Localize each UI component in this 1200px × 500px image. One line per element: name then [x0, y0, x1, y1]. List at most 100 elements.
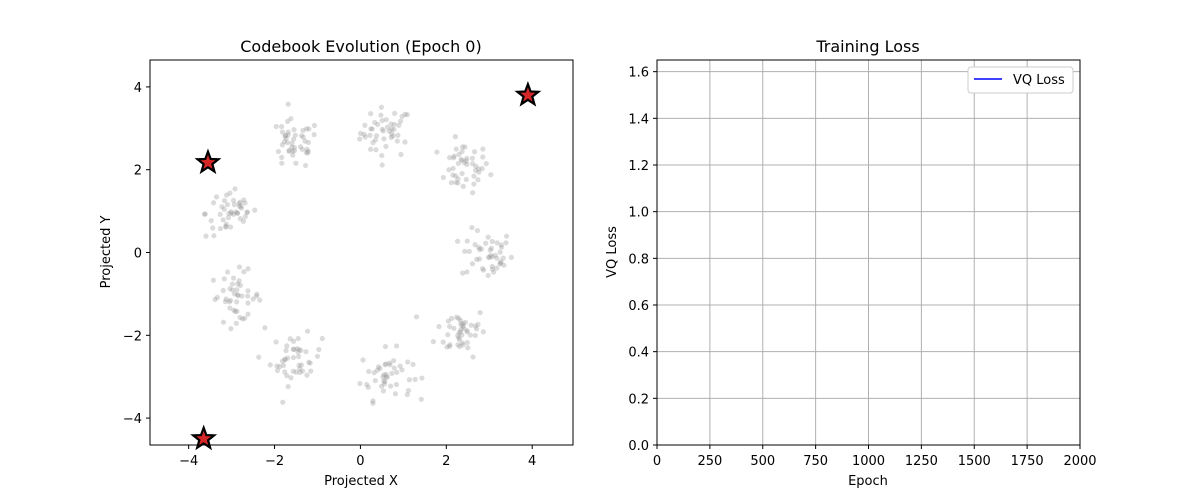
data-point: [291, 346, 297, 352]
data-point: [289, 144, 295, 150]
data-point: [298, 144, 304, 150]
data-point: [237, 199, 243, 205]
data-point: [227, 297, 234, 304]
data-point: [291, 144, 297, 151]
data-point: [286, 147, 292, 153]
data-point: [224, 192, 230, 198]
data-point: [476, 256, 483, 262]
data-point: [498, 242, 504, 248]
data-point: [391, 358, 397, 364]
data-point: [287, 336, 293, 342]
data-point: [399, 113, 405, 120]
data-point: [460, 342, 466, 348]
data-point: [471, 173, 477, 179]
data-point: [450, 155, 457, 161]
data-point: [217, 211, 223, 217]
data-point: [440, 339, 446, 345]
data-point: [489, 254, 496, 260]
x-tick-label: 750: [803, 454, 828, 469]
codebook-vectors: [190, 81, 542, 451]
data-point: [373, 147, 379, 153]
data-point: [464, 238, 470, 244]
codebook-star-marker: [514, 81, 542, 107]
data-point: [391, 110, 398, 116]
data-point: [405, 359, 411, 365]
data-point: [446, 343, 453, 349]
data-point: [497, 261, 503, 267]
data-point: [388, 121, 394, 127]
data-point: [357, 130, 364, 136]
data-point: [394, 343, 400, 349]
data-point: [453, 314, 460, 320]
data-point: [391, 126, 397, 133]
data-point: [479, 166, 485, 172]
data-point: [294, 346, 300, 352]
data-point: [290, 368, 296, 374]
data-point: [366, 368, 372, 375]
data-point: [455, 160, 462, 167]
data-point: [362, 122, 368, 128]
data-point: [453, 173, 459, 179]
data-point: [220, 319, 227, 325]
data-point: [464, 161, 470, 167]
data-point: [446, 155, 453, 161]
data-point: [240, 316, 246, 322]
data-point: [375, 364, 382, 370]
data-point: [477, 309, 483, 316]
data-point: [418, 396, 424, 402]
data-point: [448, 180, 454, 186]
data-point: [398, 151, 404, 158]
data-point: [201, 211, 208, 217]
data-point: [282, 357, 288, 363]
data-point: [384, 124, 391, 130]
data-point: [357, 380, 363, 387]
data-point: [234, 210, 241, 216]
data-point: [470, 354, 476, 360]
data-point: [386, 128, 392, 134]
data-point: [234, 287, 240, 293]
data-point: [367, 132, 373, 138]
data-point: [300, 127, 306, 133]
data-point: [377, 365, 383, 372]
data-point: [282, 133, 289, 139]
data-point: [369, 126, 375, 132]
data-point: [210, 225, 216, 231]
data-point: [292, 132, 298, 138]
data-point: [485, 234, 491, 240]
data-point: [223, 221, 229, 227]
data-point: [213, 194, 220, 200]
data-point: [238, 203, 244, 209]
data-point: [394, 369, 400, 375]
data-point: [487, 254, 493, 261]
data-point: [379, 152, 385, 159]
data-point: [455, 342, 461, 348]
data-point: [282, 369, 288, 375]
data-point: [303, 149, 309, 155]
data-point: [236, 264, 243, 270]
data-point: [383, 374, 389, 380]
data-point: [456, 336, 462, 342]
data-point: [254, 291, 260, 297]
data-point: [410, 361, 416, 368]
x-tick-label: 2: [442, 454, 450, 469]
data-point: [300, 134, 306, 140]
data-point: [469, 261, 476, 267]
data-point: [383, 361, 389, 367]
data-point: [285, 384, 291, 390]
data-point: [412, 376, 418, 383]
data-point: [456, 330, 462, 336]
data-point: [237, 216, 243, 222]
data-point: [223, 224, 229, 230]
x-tick-label: 1500: [958, 454, 991, 469]
data-point: [470, 161, 476, 167]
data-point: [489, 238, 495, 245]
data-point: [298, 347, 304, 354]
data-point: [235, 293, 241, 299]
data-point: [279, 129, 286, 135]
data-point: [501, 262, 507, 268]
data-point: [475, 321, 481, 327]
data-point: [459, 170, 465, 177]
data-point: [453, 179, 459, 185]
data-point: [466, 248, 472, 254]
data-point: [436, 323, 442, 330]
